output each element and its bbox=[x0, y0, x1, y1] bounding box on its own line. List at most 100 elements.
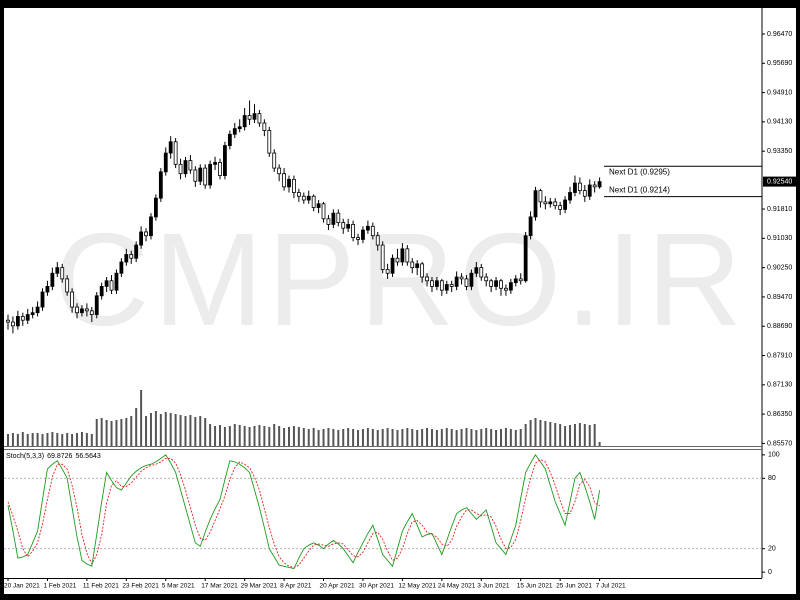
volume-bar bbox=[435, 430, 438, 446]
candle-body bbox=[203, 167, 208, 186]
volume-bar bbox=[401, 429, 404, 446]
volume-bar bbox=[366, 428, 369, 446]
volume-bar bbox=[475, 430, 478, 446]
candle-body bbox=[356, 237, 360, 240]
candle-body bbox=[306, 195, 311, 201]
y-tick-label: 0.95690 bbox=[767, 60, 792, 67]
volume-bar bbox=[559, 424, 562, 446]
volume-bar bbox=[500, 429, 502, 446]
volume-bar bbox=[578, 423, 581, 446]
volume-bar bbox=[11, 433, 14, 446]
candle-body bbox=[499, 280, 503, 289]
y-tick-label: 0 bbox=[768, 569, 772, 576]
candle-body bbox=[405, 248, 410, 263]
candle-body bbox=[65, 278, 70, 293]
volume-bar bbox=[322, 429, 325, 446]
y-tick-label: 0.88690 bbox=[767, 323, 792, 330]
x-tick-label: 15 Jun 2021 bbox=[517, 583, 553, 590]
candle-body bbox=[84, 308, 89, 312]
volume-bar bbox=[465, 428, 468, 446]
volume-bar bbox=[470, 429, 473, 446]
volume-bar bbox=[371, 429, 374, 446]
candle-body bbox=[331, 212, 336, 225]
volume-bar bbox=[66, 433, 69, 446]
candle-body bbox=[425, 276, 429, 282]
volume-bar bbox=[519, 429, 522, 446]
candle-body bbox=[592, 184, 597, 188]
volume-bar bbox=[159, 414, 162, 446]
volume-bar bbox=[514, 430, 517, 446]
candle-body bbox=[272, 152, 277, 169]
candle-body bbox=[385, 269, 390, 274]
volume-bar bbox=[297, 427, 300, 446]
x-tick-label: 12 May 2021 bbox=[398, 583, 436, 590]
candle-body bbox=[99, 286, 104, 297]
x-tick-label: 8 Apr 2021 bbox=[280, 583, 312, 590]
candle-body bbox=[439, 280, 444, 291]
y-tick-label: 0.89470 bbox=[767, 294, 792, 301]
indicator-name: Stoch(5,3,3) bbox=[6, 453, 44, 460]
candle-body bbox=[444, 284, 449, 291]
annotation-label: Next D1 (0.9214) bbox=[609, 186, 670, 195]
candle-body bbox=[168, 141, 173, 154]
y-tick-label: 0.91030 bbox=[767, 235, 792, 242]
volume-bar bbox=[332, 429, 335, 446]
candle-body bbox=[188, 160, 193, 171]
volume-bar bbox=[342, 429, 345, 446]
candle-body bbox=[232, 128, 237, 135]
y-tick-label: 0.87130 bbox=[767, 382, 792, 389]
volume-bar bbox=[263, 426, 266, 446]
y-tick-label: 0.94910 bbox=[767, 89, 792, 96]
volume-bar bbox=[347, 428, 350, 446]
candle-body bbox=[301, 195, 306, 201]
candle-body bbox=[430, 280, 434, 287]
volume-bar bbox=[130, 416, 133, 446]
candle-body bbox=[311, 195, 316, 208]
candle-body bbox=[50, 272, 55, 287]
candle-body bbox=[400, 248, 405, 263]
candle-body bbox=[395, 257, 400, 263]
candle-body bbox=[11, 321, 15, 327]
candle-body bbox=[15, 316, 20, 327]
candle-body bbox=[587, 184, 592, 197]
candle-body bbox=[341, 222, 346, 229]
candle-body bbox=[346, 224, 351, 229]
volume-bar bbox=[430, 429, 433, 446]
x-tick-label: 1 Feb 2021 bbox=[43, 583, 76, 590]
candle-body bbox=[134, 244, 139, 259]
volume-bar bbox=[36, 433, 39, 446]
volume-bar bbox=[278, 426, 281, 446]
candle-body bbox=[543, 201, 548, 205]
candle-body bbox=[518, 278, 523, 282]
volume-bar bbox=[421, 429, 424, 446]
volume-bar bbox=[248, 427, 251, 446]
x-tick-label: 20 Apr 2021 bbox=[320, 583, 355, 590]
candle-body bbox=[390, 257, 395, 274]
y-tick-label: 0.93350 bbox=[767, 148, 792, 155]
candle-body bbox=[336, 212, 341, 223]
candle-body bbox=[252, 113, 257, 120]
volume-bar bbox=[554, 423, 557, 446]
volume-bar bbox=[184, 416, 187, 446]
candle-body bbox=[60, 267, 65, 280]
candle-body bbox=[504, 287, 508, 291]
volume-bar bbox=[95, 419, 98, 446]
candle-body bbox=[449, 284, 454, 287]
y-tick-label: 0.91810 bbox=[767, 206, 792, 213]
volume-bar bbox=[169, 413, 172, 446]
volume-bar bbox=[149, 413, 152, 446]
candle-body bbox=[375, 235, 380, 246]
volume-bar bbox=[504, 428, 507, 446]
volume-bar bbox=[135, 408, 138, 446]
candle-body bbox=[558, 205, 563, 210]
volume-bar bbox=[317, 430, 320, 446]
volume-bar bbox=[564, 426, 567, 446]
volume-bar bbox=[268, 427, 271, 446]
candle-body bbox=[365, 225, 370, 231]
volume-bar bbox=[243, 426, 246, 446]
x-tick-label: 5 Mar 2021 bbox=[162, 583, 195, 590]
candle-body bbox=[223, 145, 227, 176]
y-tick-label: 80 bbox=[768, 475, 776, 482]
candle-body bbox=[193, 169, 198, 182]
candle-body bbox=[70, 291, 74, 308]
